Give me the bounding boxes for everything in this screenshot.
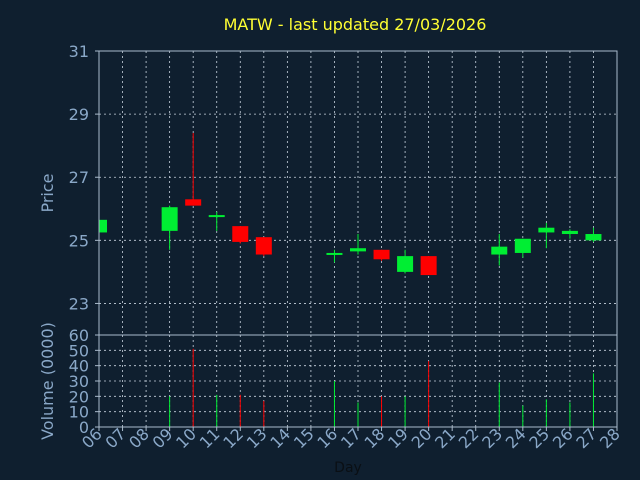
candle-body bbox=[538, 227, 555, 233]
price-y-ticks: 23 25 27 29 31 bbox=[69, 42, 99, 313]
candle-body bbox=[585, 234, 602, 241]
x-axis-label: Day bbox=[334, 460, 362, 476]
candle-body bbox=[350, 248, 366, 252]
price-tick-label: 27 bbox=[69, 168, 89, 187]
price-tick-label: 31 bbox=[69, 42, 89, 61]
candle-body bbox=[185, 199, 202, 206]
candle-body bbox=[420, 256, 437, 276]
price-grid bbox=[98, 50, 618, 335]
candle-body bbox=[491, 246, 508, 255]
candle-body bbox=[99, 219, 107, 233]
candle-body bbox=[326, 252, 343, 255]
x-tick-label: 28 bbox=[596, 424, 624, 452]
volume-tick-label: 20 bbox=[69, 387, 89, 406]
price-tick-label: 25 bbox=[69, 231, 89, 250]
price-axis-label: Price bbox=[38, 173, 57, 212]
x-ticks: 0607080910111213141516171819202122232425… bbox=[78, 424, 624, 452]
volume-tick-label: 50 bbox=[69, 341, 89, 360]
volume-axis-label: Volume (0000) bbox=[38, 322, 57, 440]
candle-body bbox=[373, 249, 390, 260]
candle-body bbox=[255, 237, 272, 255]
volume-tick-label: 60 bbox=[69, 326, 89, 345]
volume-tick-label: 30 bbox=[69, 372, 89, 391]
price-tick-label: 29 bbox=[69, 105, 89, 124]
candle-body bbox=[232, 226, 249, 242]
price-tick-label: 23 bbox=[69, 294, 89, 313]
volume-tick-label: 40 bbox=[69, 357, 89, 376]
candle-body bbox=[208, 215, 225, 218]
candle-body bbox=[161, 207, 178, 231]
volume-bars bbox=[169, 348, 594, 427]
volume-tick-label: 0 bbox=[79, 418, 89, 437]
volume-tick-label: 10 bbox=[69, 403, 89, 422]
chart-title: MATW - last updated 27/03/2026 bbox=[224, 15, 487, 34]
price-candles bbox=[98, 133, 602, 276]
candle-body bbox=[514, 238, 531, 253]
candle-body bbox=[561, 230, 578, 235]
candle-body bbox=[397, 256, 414, 272]
